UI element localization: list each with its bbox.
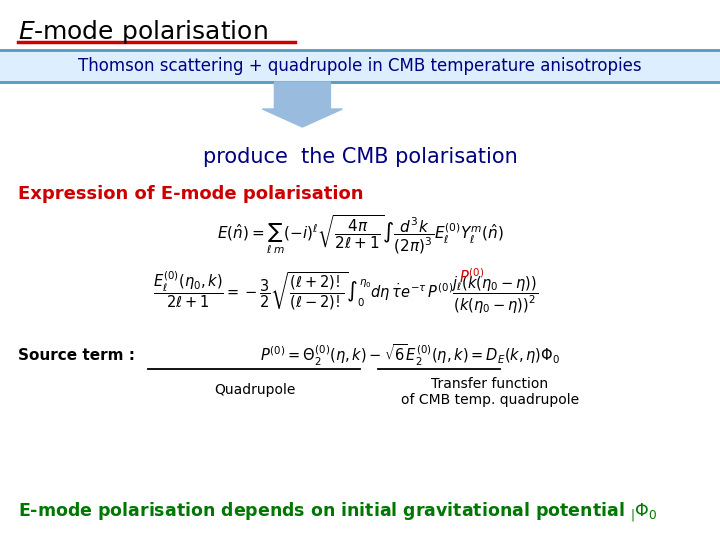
Text: $E(\hat{n}) = \sum_{\ell\,m}(-i)^\ell\sqrt{\dfrac{4\pi}{2\ell+1}}\int\dfrac{d^3k: $E(\hat{n}) = \sum_{\ell\,m}(-i)^\ell\sq… [217,213,503,255]
Text: Source term :: Source term : [18,348,135,362]
Polygon shape [262,82,343,127]
FancyBboxPatch shape [0,50,720,82]
Text: $P^{(0)}$: $P^{(0)}$ [459,267,485,286]
Text: Thomson scattering + quadrupole in CMB temperature anisotropies: Thomson scattering + quadrupole in CMB t… [78,57,642,75]
Text: E-mode polarisation depends on initial gravitational potential $_|\Phi_0$: E-mode polarisation depends on initial g… [18,501,657,524]
Text: produce  the CMB polarisation: produce the CMB polarisation [202,147,518,167]
Text: Quadrupole: Quadrupole [215,383,296,397]
Text: $P^{(0)} = \Theta_2^{(0)}(\eta,k) - \sqrt{6}E_2^{(0)}(\eta,k) = D_E(k,\eta)\Phi_: $P^{(0)} = \Theta_2^{(0)}(\eta,k) - \sqr… [261,342,560,368]
Text: Expression of E-mode polarisation: Expression of E-mode polarisation [18,185,364,203]
Text: Transfer function
of CMB temp. quadrupole: Transfer function of CMB temp. quadrupol… [401,377,579,407]
Text: $\mathit{E}$-mode polarisation: $\mathit{E}$-mode polarisation [18,18,268,46]
Text: $\dfrac{E_\ell^{(0)}(\eta_0,k)}{2\ell+1} = -\dfrac{3}{2}\sqrt{\dfrac{(\ell+2)!}{: $\dfrac{E_\ell^{(0)}(\eta_0,k)}{2\ell+1}… [153,270,538,316]
